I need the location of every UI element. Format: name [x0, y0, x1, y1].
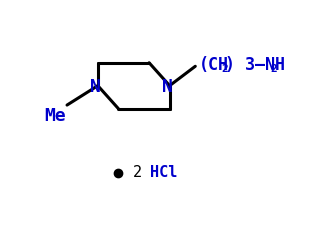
Text: 2: 2: [133, 165, 142, 180]
Text: 2: 2: [221, 64, 228, 74]
Text: N: N: [90, 78, 101, 95]
Text: Me: Me: [45, 107, 66, 125]
Text: (CH: (CH: [199, 55, 229, 74]
Text: 2: 2: [270, 64, 277, 74]
Text: N: N: [162, 78, 172, 95]
Text: ) 3—NH: ) 3—NH: [225, 55, 285, 74]
Text: HCl: HCl: [150, 165, 177, 180]
